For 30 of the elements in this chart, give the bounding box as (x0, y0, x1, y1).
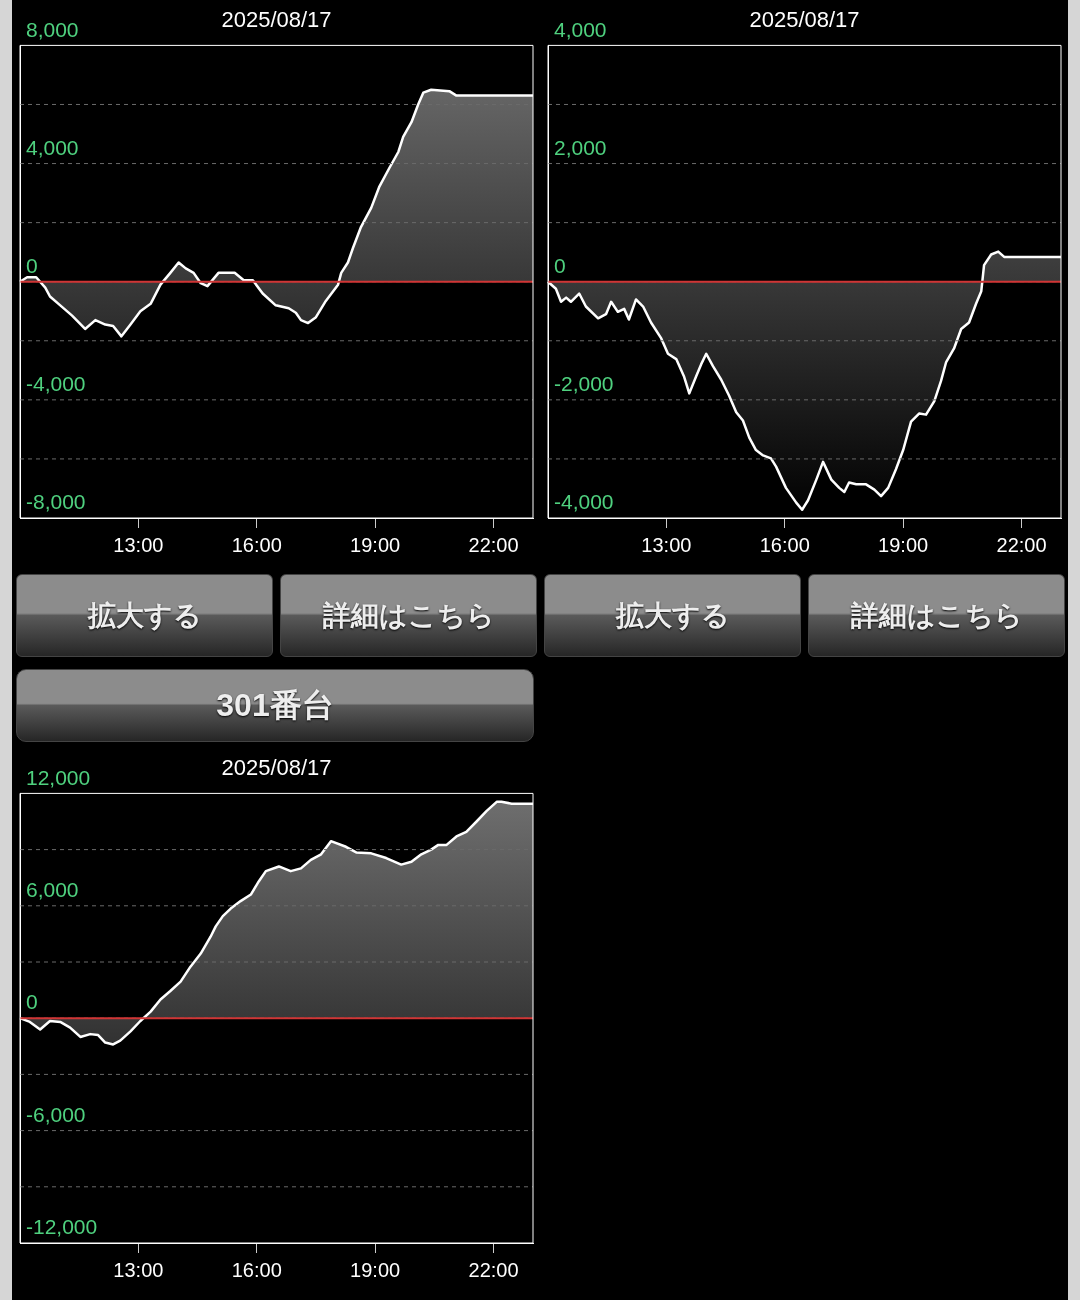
y-tick-label: -2,000 (554, 372, 614, 396)
x-tick-label: 13:00 (113, 533, 164, 556)
y-tick-label: 12,000 (26, 765, 91, 789)
x-tick-label: 16:00 (231, 1258, 282, 1281)
y-tick-label: 4,000 (26, 135, 79, 159)
x-tick-label: 16:00 (231, 533, 282, 556)
x-tick-label: 22:00 (468, 533, 519, 556)
y-tick-label: 4,000 (554, 17, 607, 41)
y-tick-label: 6,000 (26, 878, 79, 902)
y-tick-label: -4,000 (554, 490, 614, 514)
y-tick-label: 0 (26, 990, 38, 1014)
x-tick-label: 13:00 (113, 1258, 164, 1281)
x-tick-label: 13:00 (641, 533, 692, 556)
y-tick-label: -8,000 (26, 490, 86, 514)
x-tick-label: 22:00 (468, 1258, 519, 1281)
y-tick-label: 0 (26, 254, 38, 277)
y-tick-label: -4,000 (26, 372, 86, 396)
y-tick-label: 2,000 (554, 135, 607, 159)
chart-title: 2025/08/17 (221, 7, 332, 33)
y-tick-label: -6,000 (26, 1102, 86, 1126)
x-tick-label: 19:00 (350, 1258, 401, 1281)
x-tick-label: 19:00 (350, 533, 401, 556)
x-tick-label: 19:00 (878, 533, 929, 556)
x-tick-label: 22:00 (996, 533, 1047, 556)
y-tick-label: 0 (554, 254, 566, 277)
y-tick-label: 8,000 (26, 17, 79, 41)
y-tick-label: -12,000 (26, 1215, 98, 1239)
chart-title: 2025/08/17 (221, 755, 332, 781)
chart-title: 2025/08/17 (749, 7, 860, 33)
x-tick-label: 16:00 (759, 533, 810, 556)
